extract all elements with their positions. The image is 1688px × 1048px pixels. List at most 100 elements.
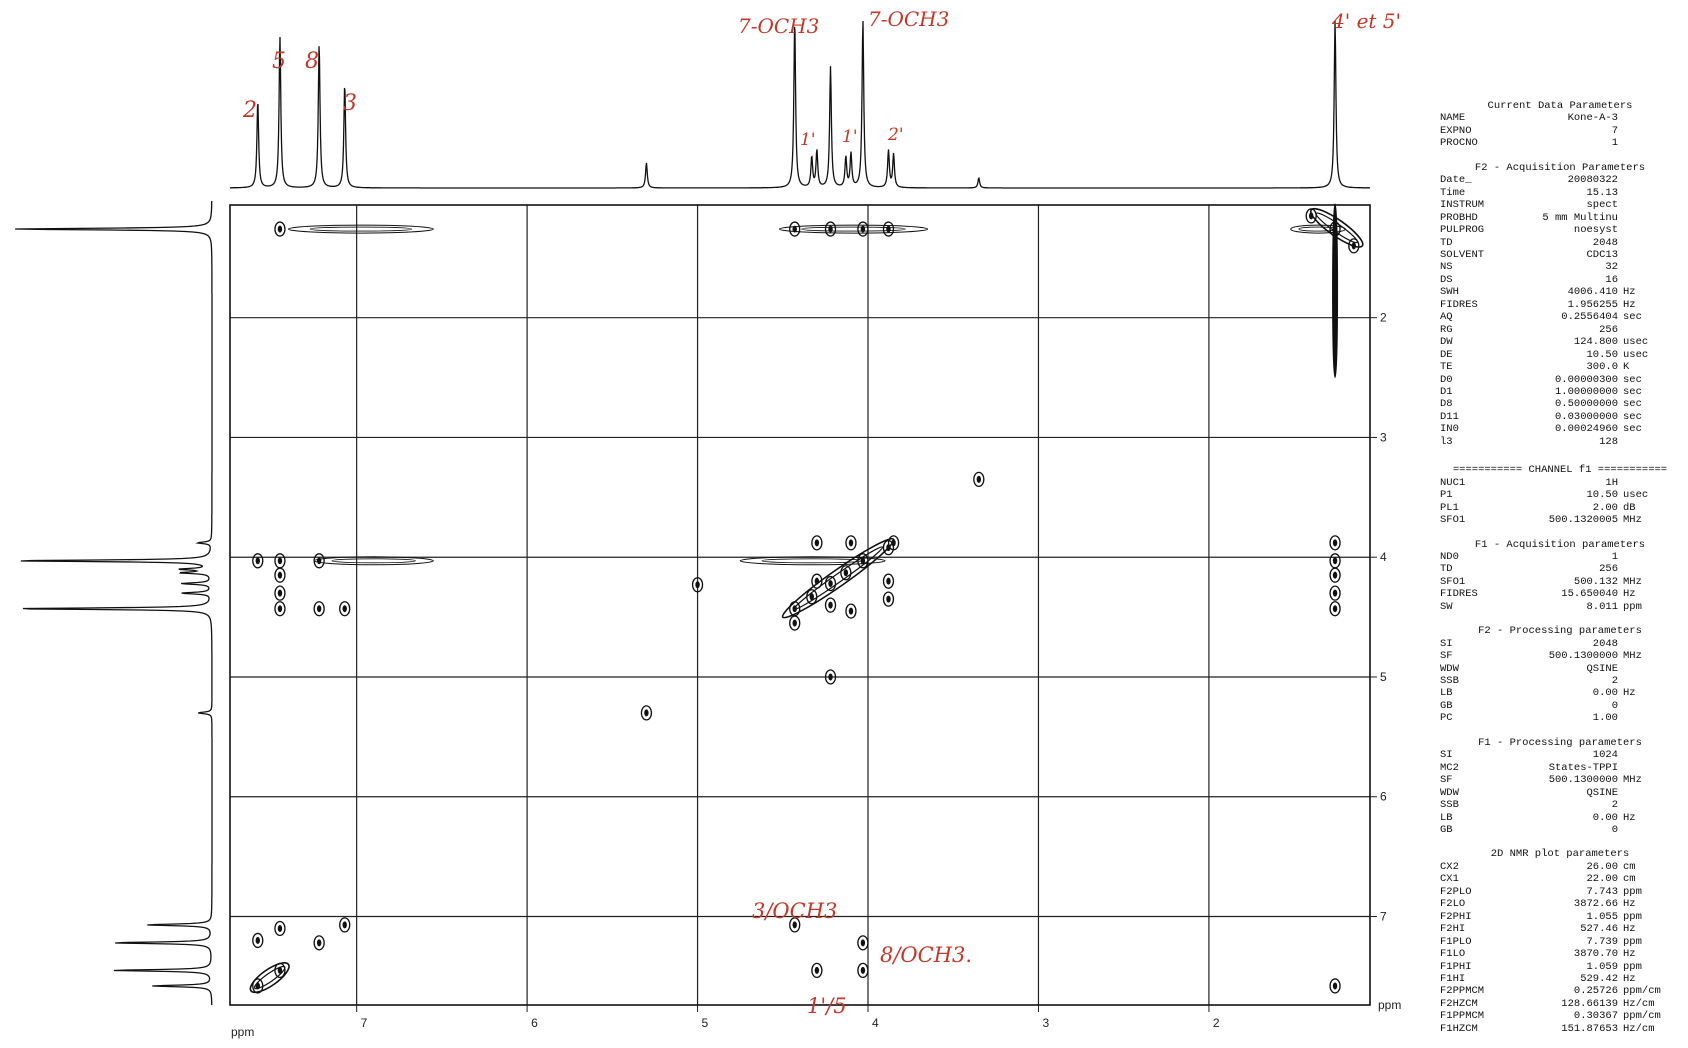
param-row: F1HZCM 151.87653 Hz/cm [1440,1023,1680,1035]
param-name: LB [1440,687,1453,700]
cross-peak [824,669,837,685]
cross-peak [252,978,264,994]
param-value: 0.25726 [1573,985,1618,998]
cross-peak-core [814,966,820,974]
param-name: WDW [1440,786,1459,799]
param-unit: ppm [1623,910,1642,923]
param-value: 0.2556404 [1561,311,1618,324]
param-section-title: 2D NMR plot parameters [1490,848,1630,861]
param-name: INSTRUM [1440,199,1485,212]
param-unit: Hz [1623,973,1636,985]
param-row: GB 0 [1440,824,1680,836]
param-unit: K [1623,361,1630,374]
param-row: SI 2048 [1440,638,1680,650]
cross-peak [274,585,286,601]
param-name: F1LO [1440,948,1466,961]
param-name: TE [1440,361,1453,374]
param-value: 1.00 [1592,712,1618,725]
param-row: PULPROG noesyst [1440,224,1680,236]
param-row: F1PPMCM 0.30367 ppm/cm [1440,1010,1680,1022]
t1-streak-inner [331,558,416,564]
cross-peak-core [860,939,866,947]
param-value: 1.055 [1586,910,1618,923]
param-unit: Hz [1623,298,1636,311]
t1-streak [739,556,886,566]
param-unit [1618,249,1623,261]
param-unit: Hz [1623,286,1636,299]
param-unit: MHz [1623,774,1642,787]
param-unit: ppm [1623,960,1642,973]
annotation-h3: 3 [343,91,357,116]
cross-peak-core [1332,557,1338,565]
param-row: AQ 0.2556404 sec [1440,311,1680,323]
annotation-cross-8-och3: 8/OCH3. [880,943,972,967]
param-name: NS [1440,261,1453,274]
cross-peak [789,615,801,631]
annotation-cross-1p-5: 1'/5 [807,994,847,1018]
param-value: 256 [1599,323,1618,336]
param-value: 2 [1611,675,1618,688]
param-row: F1PLO 7.739 ppm [1440,936,1680,948]
cross-peak [313,553,325,569]
param-unit: ppm/cm [1623,985,1661,998]
param-value: 529.42 [1580,973,1618,985]
cross-peak-core [277,225,283,233]
param-unit [1618,125,1623,137]
cross-peak [339,601,351,617]
annotation-och3-b: 7-OCH3 [868,7,949,31]
diagonal-ridge [781,537,895,619]
param-unit [1618,477,1623,489]
param-name: RG [1440,323,1453,336]
param-name: NUC1 [1440,476,1466,489]
x-tick-label: 7 [361,1016,368,1030]
annotation-h8: 8 [305,49,319,74]
cross-peak [1329,221,1341,237]
param-value: CDC13 [1586,248,1618,261]
param-value: 1H [1605,476,1618,489]
param-value: Kone-A-3 [1567,112,1618,125]
param-value: 527.46 [1580,923,1618,936]
cross-peak [857,962,869,979]
y-axis-unit-label: ppm [1378,998,1401,1012]
param-unit: usec [1623,336,1649,349]
cross-peak [274,962,286,979]
param-row: PL1 2.00 dB [1440,502,1680,514]
param-value: 1 [1611,550,1618,563]
param-unit [1618,199,1623,211]
param-row: DS 16 [1440,274,1680,286]
param-row: WDW QSINE [1440,787,1680,799]
cross-peak-core [1332,225,1338,233]
param-unit: MHz [1623,514,1642,527]
cross-peak [845,603,857,619]
param-name: F2HI [1440,923,1466,936]
param-unit: ppm/cm [1623,1010,1661,1023]
param-row: PROCNO 1 [1440,137,1680,149]
cross-peak [806,589,818,605]
param-row: NS 32 [1440,261,1680,273]
annotation-och3-a: 7-OCH3 [738,14,819,38]
param-row: DW 124.800 usec [1440,336,1680,348]
cross-peak [691,577,704,593]
cross-peak-core [848,607,854,615]
param-section-title: =========== CHANNEL f1 =========== [1452,464,1668,477]
param-row: NAME Kone-A-3 [1440,112,1680,124]
param-value: 7.743 [1586,885,1618,898]
param-row: F1HI 529.42 Hz [1440,973,1680,985]
cross-peak-core [342,921,347,929]
cross-peak-core [644,709,649,717]
annotation-h2p: 2' [887,125,904,145]
param-value: 151.87653 [1561,1022,1618,1035]
cross-peak [811,573,823,589]
param-section-title: F1 - Acquisition parameters [1474,538,1646,551]
x-tick-label: 5 [702,1016,709,1030]
param-unit: sec [1623,385,1642,398]
cross-peak-core [886,595,891,603]
cross-peak-core [792,619,797,627]
param-value: 0.03000000 [1554,410,1618,423]
cross-peak [1305,208,1317,224]
cross-peak [857,935,869,951]
cross-peak-core [277,605,283,613]
cross-peak-core [277,966,283,974]
param-section-gap [1440,613,1680,625]
param-unit: sec [1623,423,1642,436]
